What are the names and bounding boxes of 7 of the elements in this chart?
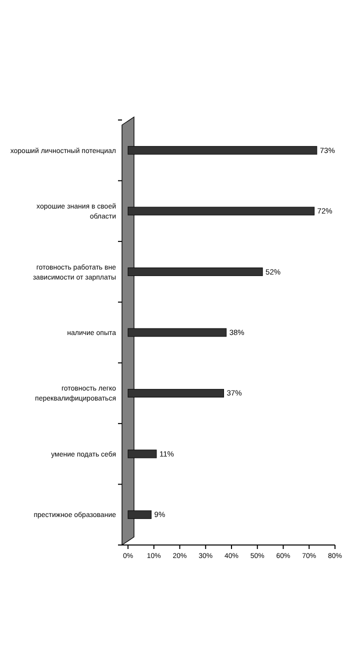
bar	[128, 146, 318, 155]
bar	[128, 388, 224, 398]
bar	[128, 450, 157, 458]
bar	[128, 206, 315, 216]
bar	[128, 328, 227, 337]
bar	[128, 510, 152, 519]
bar	[128, 268, 263, 276]
